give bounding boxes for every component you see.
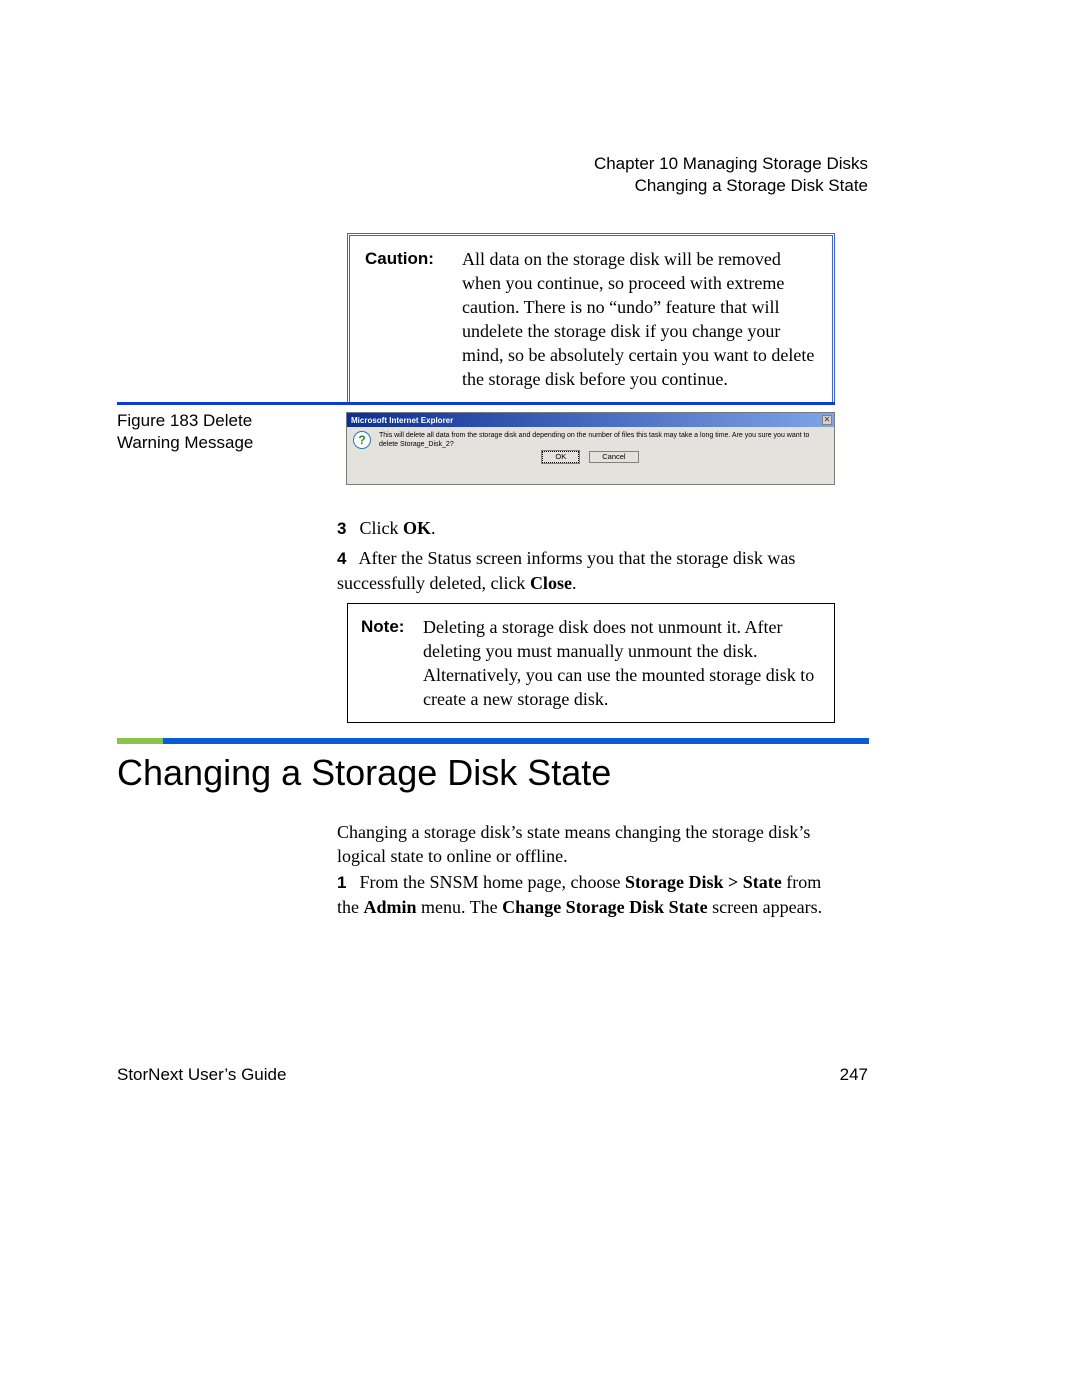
header-line-1: Chapter 10 Managing Storage Disks (594, 153, 868, 175)
running-header: Chapter 10 Managing Storage Disks Changi… (594, 153, 868, 197)
section-title: Changing a Storage Disk State (117, 752, 611, 794)
step-bold: Storage Disk > State (625, 872, 782, 892)
note-text: Deleting a storage disk does not unmount… (422, 614, 822, 712)
step-4: 4 After the Status screen informs you th… (337, 546, 837, 595)
step-text: screen appears. (708, 897, 822, 917)
step-text-post: . (431, 518, 436, 538)
step-bold: Change Storage Disk State (502, 897, 708, 917)
step-text-post: . (572, 573, 577, 593)
step-bold: Close (530, 573, 572, 593)
step-1: 1 From the SNSM home page, choose Storag… (337, 870, 847, 919)
footer-page-number: 247 (840, 1065, 868, 1085)
step-3: 3 Click OK. (337, 516, 837, 541)
step-text: menu. The (417, 897, 503, 917)
section-rule (117, 738, 869, 744)
dialog-titlebar: Microsoft Internet Explorer ✕ (347, 413, 834, 427)
figure-caption: Figure 183 Delete Warning Message (117, 410, 317, 454)
dialog-button-row: OK Cancel (347, 451, 834, 467)
note-label: Note: (360, 614, 422, 712)
page: Chapter 10 Managing Storage Disks Changi… (0, 0, 1080, 1397)
question-icon: ? (353, 431, 371, 449)
close-icon[interactable]: ✕ (822, 415, 832, 425)
figure-rule (117, 402, 835, 405)
header-line-2: Changing a Storage Disk State (594, 175, 868, 197)
step-text: From the SNSM home page, choose (360, 872, 625, 892)
section-rule-accent (117, 738, 163, 744)
delete-warning-dialog: Microsoft Internet Explorer ✕ ? This wil… (346, 412, 835, 485)
step-text: Click (360, 518, 404, 538)
section-intro-paragraph: Changing a storage disk’s state means ch… (337, 820, 847, 868)
ok-button[interactable]: OK (542, 451, 579, 463)
step-number: 1 (337, 871, 355, 895)
caution-box: Caution: All data on the storage disk wi… (347, 233, 835, 405)
caution-label: Caution: (364, 246, 461, 392)
caution-text: All data on the storage disk will be rem… (461, 246, 818, 392)
dialog-body: ? This will delete all data from the sto… (347, 427, 834, 451)
step-bold: Admin (364, 897, 417, 917)
dialog-message: This will delete all data from the stora… (379, 431, 828, 449)
dialog-title: Microsoft Internet Explorer (349, 416, 453, 425)
step-bold: OK (403, 518, 431, 538)
footer-doc-title: StorNext User’s Guide (117, 1065, 286, 1085)
section-rule-main (163, 738, 869, 744)
cancel-button[interactable]: Cancel (589, 451, 638, 463)
step-number: 4 (337, 547, 355, 571)
note-box: Note: Deleting a storage disk does not u… (347, 603, 835, 723)
step-number: 3 (337, 517, 355, 541)
figure-number: Figure 183 (117, 411, 198, 430)
